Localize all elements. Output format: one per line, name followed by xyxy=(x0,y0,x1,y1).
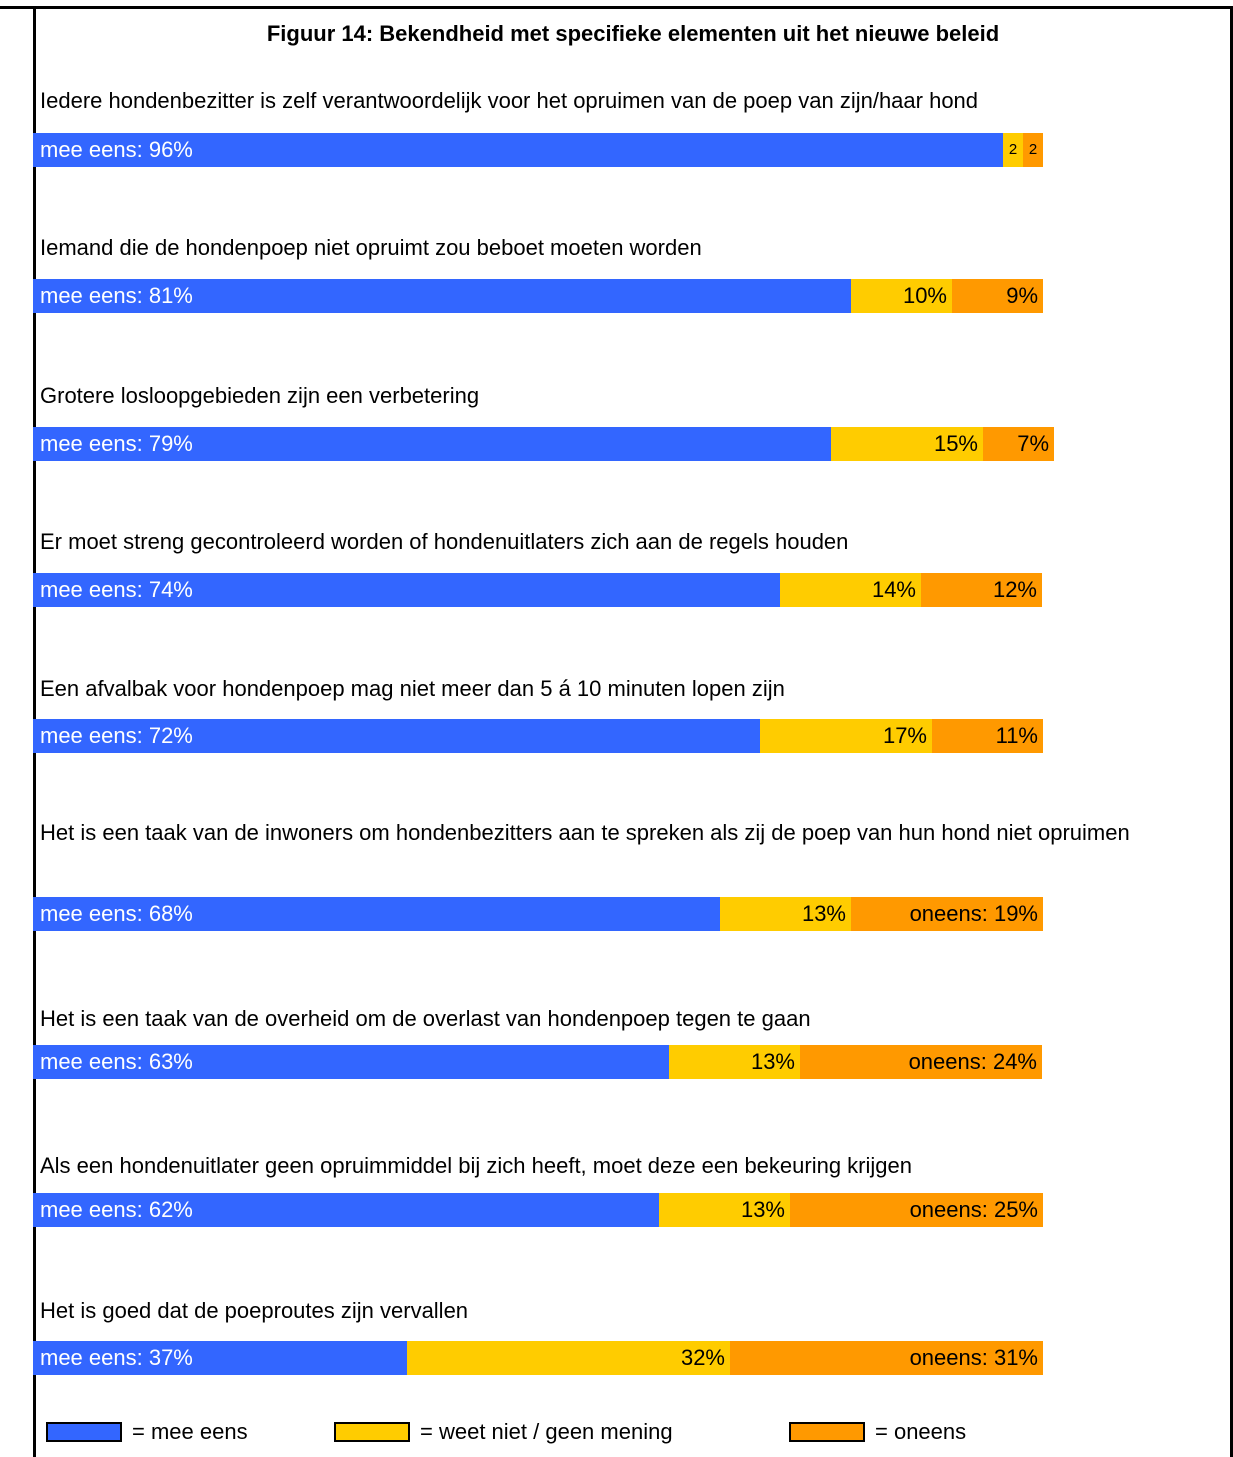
bar-segment-disagree: oneens: 31% xyxy=(730,1341,1043,1375)
bar-segment-disagree: 11% xyxy=(932,719,1043,753)
bar-segment-agree: mee eens: 68% xyxy=(33,897,720,931)
bar-segment-agree: mee eens: 79% xyxy=(33,427,831,461)
legend-item-neutral: = weet niet / geen mening xyxy=(334,1412,673,1452)
bar-segment-agree: mee eens: 37% xyxy=(33,1341,407,1375)
bar-segment-neutral: 13% xyxy=(720,897,851,931)
question-label: Iemand die de hondenpoep niet opruimt zo… xyxy=(40,235,702,260)
legend-label-disagree: = oneens xyxy=(875,1419,967,1444)
legend-swatch-disagree xyxy=(789,1422,865,1442)
legend: = mee eens = weet niet / geen mening = o… xyxy=(0,1412,1233,1452)
question-label: Grotere losloopgebieden zijn een verbete… xyxy=(40,383,480,408)
chart-title: Figuur 14: Bekendheid met specifieke ele… xyxy=(266,21,1000,46)
legend-item-agree: = mee eens xyxy=(46,1412,248,1452)
bar-segment-agree: mee eens: 96% xyxy=(33,133,1003,167)
bar-segment-neutral: 13% xyxy=(659,1193,790,1227)
legend-label-neutral: = weet niet / geen mening xyxy=(420,1419,673,1444)
bar-segment-disagree: 9% xyxy=(952,279,1043,313)
bar-segment-disagree: 7% xyxy=(983,427,1054,461)
bar-segment-neutral: 17% xyxy=(760,719,932,753)
bar-segment-neutral: 13% xyxy=(669,1045,800,1079)
bar-segment-agree: mee eens: 63% xyxy=(33,1045,669,1079)
bar-segment-disagree: oneens: 19% xyxy=(851,897,1043,931)
legend-swatch-agree xyxy=(46,1422,122,1442)
bar-segment-disagree: oneens: 24% xyxy=(800,1045,1042,1079)
bar-segment-neutral: 10% xyxy=(851,279,952,313)
question-label: Het is een taak van de inwoners om honde… xyxy=(40,820,1130,845)
legend-label-agree: = mee eens xyxy=(132,1419,248,1444)
question-label: Een afvalbak voor hondenpoep mag niet me… xyxy=(40,676,785,701)
frame-border-top xyxy=(0,6,1233,9)
bar-segment-neutral: 14% xyxy=(780,573,921,607)
bar-segment-neutral: 15% xyxy=(831,427,983,461)
bar-segment-agree: mee eens: 72% xyxy=(33,719,760,753)
question-label: Iedere hondenbezitter is zelf verantwoor… xyxy=(40,88,979,113)
bar-segment-disagree: 2 xyxy=(1023,133,1043,167)
bar-segment-disagree: oneens: 25% xyxy=(790,1193,1043,1227)
bar-segment-neutral: 32% xyxy=(407,1341,730,1375)
legend-swatch-neutral xyxy=(334,1422,410,1442)
bar-segment-neutral: 2 xyxy=(1003,133,1023,167)
question-label: Er moet streng gecontroleerd worden of h… xyxy=(40,529,849,554)
question-label: Het is een taak van de overheid om de ov… xyxy=(40,1006,811,1031)
question-label: Als een hondenuitlater geen opruimmiddel… xyxy=(40,1153,912,1178)
bar-segment-agree: mee eens: 81% xyxy=(33,279,851,313)
question-label: Het is goed dat de poeproutes zijn verva… xyxy=(40,1298,469,1323)
bar-segment-agree: mee eens: 74% xyxy=(33,573,780,607)
legend-item-disagree: = oneens xyxy=(789,1412,966,1452)
frame-border-right xyxy=(1230,6,1233,1457)
bar-segment-disagree: 12% xyxy=(921,573,1042,607)
bar-segment-agree: mee eens: 62% xyxy=(33,1193,659,1227)
